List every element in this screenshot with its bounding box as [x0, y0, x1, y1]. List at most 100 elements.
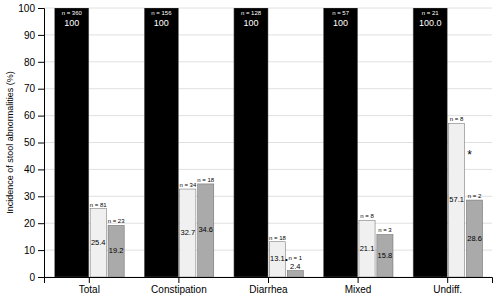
- n-label: n = 2: [468, 193, 482, 199]
- tick: 90: [24, 30, 44, 41]
- series: [90, 123, 465, 277]
- chart: n = 360100n = 156100n = 128100n = 57100n…: [0, 0, 500, 299]
- annotations: •*: [285, 148, 472, 264]
- bar: [180, 189, 196, 277]
- series: [55, 8, 447, 277]
- tick-label: 60: [24, 110, 36, 121]
- tick-label: Total: [79, 284, 100, 295]
- plot: n = 360100n = 156100n = 128100n = 57100n…: [18, 3, 492, 295]
- bar: [198, 184, 214, 277]
- bar: [144, 8, 178, 277]
- n-label: n = 128: [241, 10, 262, 16]
- tick-label: Undiff.: [433, 284, 462, 295]
- bar: [466, 200, 482, 277]
- n-label: n = 156: [151, 10, 172, 16]
- n-label: n = 360: [62, 10, 83, 16]
- n-label: n = 18: [269, 235, 287, 241]
- tick-mark: [38, 35, 44, 36]
- bars: [55, 8, 483, 277]
- tick-label: Diarrhea: [249, 284, 288, 295]
- annotation: *: [467, 148, 472, 162]
- tick-mark: [38, 169, 44, 170]
- tick: 0: [29, 272, 44, 283]
- bar: [324, 8, 358, 277]
- data-label: 32.7: [181, 228, 196, 237]
- tick: 40: [24, 164, 44, 175]
- bar: [449, 123, 465, 277]
- data-label: 34.6: [198, 225, 213, 234]
- tick-mark: [38, 196, 44, 197]
- bar: [359, 220, 375, 277]
- data-label: 100: [154, 18, 169, 28]
- data-label: 100: [243, 18, 258, 28]
- tick: 100: [18, 3, 44, 14]
- data-labels: n = 360100n = 156100n = 128100n = 57100n…: [62, 10, 482, 271]
- tick: 70: [24, 83, 44, 94]
- n-label: n = 3: [378, 227, 392, 233]
- annotation: •: [285, 255, 288, 264]
- data-label: 21.1: [360, 244, 375, 253]
- tick-label: 80: [24, 57, 36, 68]
- grid: [44, 8, 492, 277]
- tick: 30: [24, 191, 44, 202]
- tick: Diarrhea: [249, 277, 288, 295]
- tick-label: 50: [24, 137, 36, 148]
- tick-mark: [38, 89, 44, 90]
- tick: 80: [24, 57, 44, 68]
- bar: [377, 234, 393, 277]
- y-axis-title: Incidence of stool abnormalities (%): [5, 71, 15, 214]
- tick: 60: [24, 110, 44, 121]
- tick-label: 30: [24, 191, 36, 202]
- n-label: n = 57: [332, 10, 350, 16]
- n-label: n = 18: [197, 177, 215, 183]
- tick-label: 100: [18, 3, 35, 14]
- tick-mark: [447, 277, 448, 283]
- tick-mark: [38, 277, 44, 278]
- bar: [90, 209, 106, 277]
- n-label: n = 8: [450, 116, 464, 122]
- tick: Constipation: [151, 277, 207, 295]
- axis-line: [45, 278, 493, 284]
- tick-mark: [38, 62, 44, 63]
- tick-mark: [268, 277, 269, 283]
- data-label: 100: [333, 18, 348, 28]
- tick: Undiff.: [433, 277, 462, 295]
- tick: 20: [24, 218, 44, 229]
- tick-mark: [89, 277, 90, 283]
- n-label: n = 23: [108, 218, 126, 224]
- tick-mark: [38, 223, 44, 224]
- tick: Mixed: [345, 277, 372, 295]
- data-label: 28.6: [467, 234, 482, 243]
- tick: Total: [79, 277, 100, 295]
- bar: [287, 271, 303, 277]
- tick-mark: [358, 277, 359, 283]
- tick-label: 70: [24, 83, 36, 94]
- data-label: 25.4: [91, 238, 106, 247]
- tick-label: 90: [24, 30, 36, 41]
- bar: [234, 8, 268, 277]
- n-label: n = 34: [179, 182, 197, 188]
- tick-label: 0: [29, 272, 35, 283]
- bar: [55, 8, 89, 277]
- tick-mark: [38, 116, 44, 117]
- bar: [108, 225, 124, 277]
- x-axis: Total Constipation Diarrhea Mixed Undiff.: [45, 277, 493, 295]
- n-label: n = 81: [90, 202, 108, 208]
- bar: [269, 242, 285, 277]
- tick-mark: [178, 277, 179, 283]
- n-label: n = 8: [360, 213, 374, 219]
- data-label: 2.4: [290, 262, 300, 271]
- y-axis: 0 10 20 30 40 50 60 70 80 90 100: [18, 3, 44, 283]
- axis-line: [38, 9, 45, 278]
- series: [108, 184, 483, 277]
- tick: 10: [24, 245, 44, 256]
- n-label: n = 21: [422, 10, 440, 16]
- tick-mark: [38, 143, 44, 144]
- tick-label: 40: [24, 164, 36, 175]
- data-label: 100.0: [419, 18, 442, 28]
- tick-label: Mixed: [345, 284, 372, 295]
- tick-mark: [38, 8, 44, 9]
- tick: 50: [24, 137, 44, 148]
- data-label: 57.1: [449, 195, 464, 204]
- data-label: 15.8: [378, 251, 393, 260]
